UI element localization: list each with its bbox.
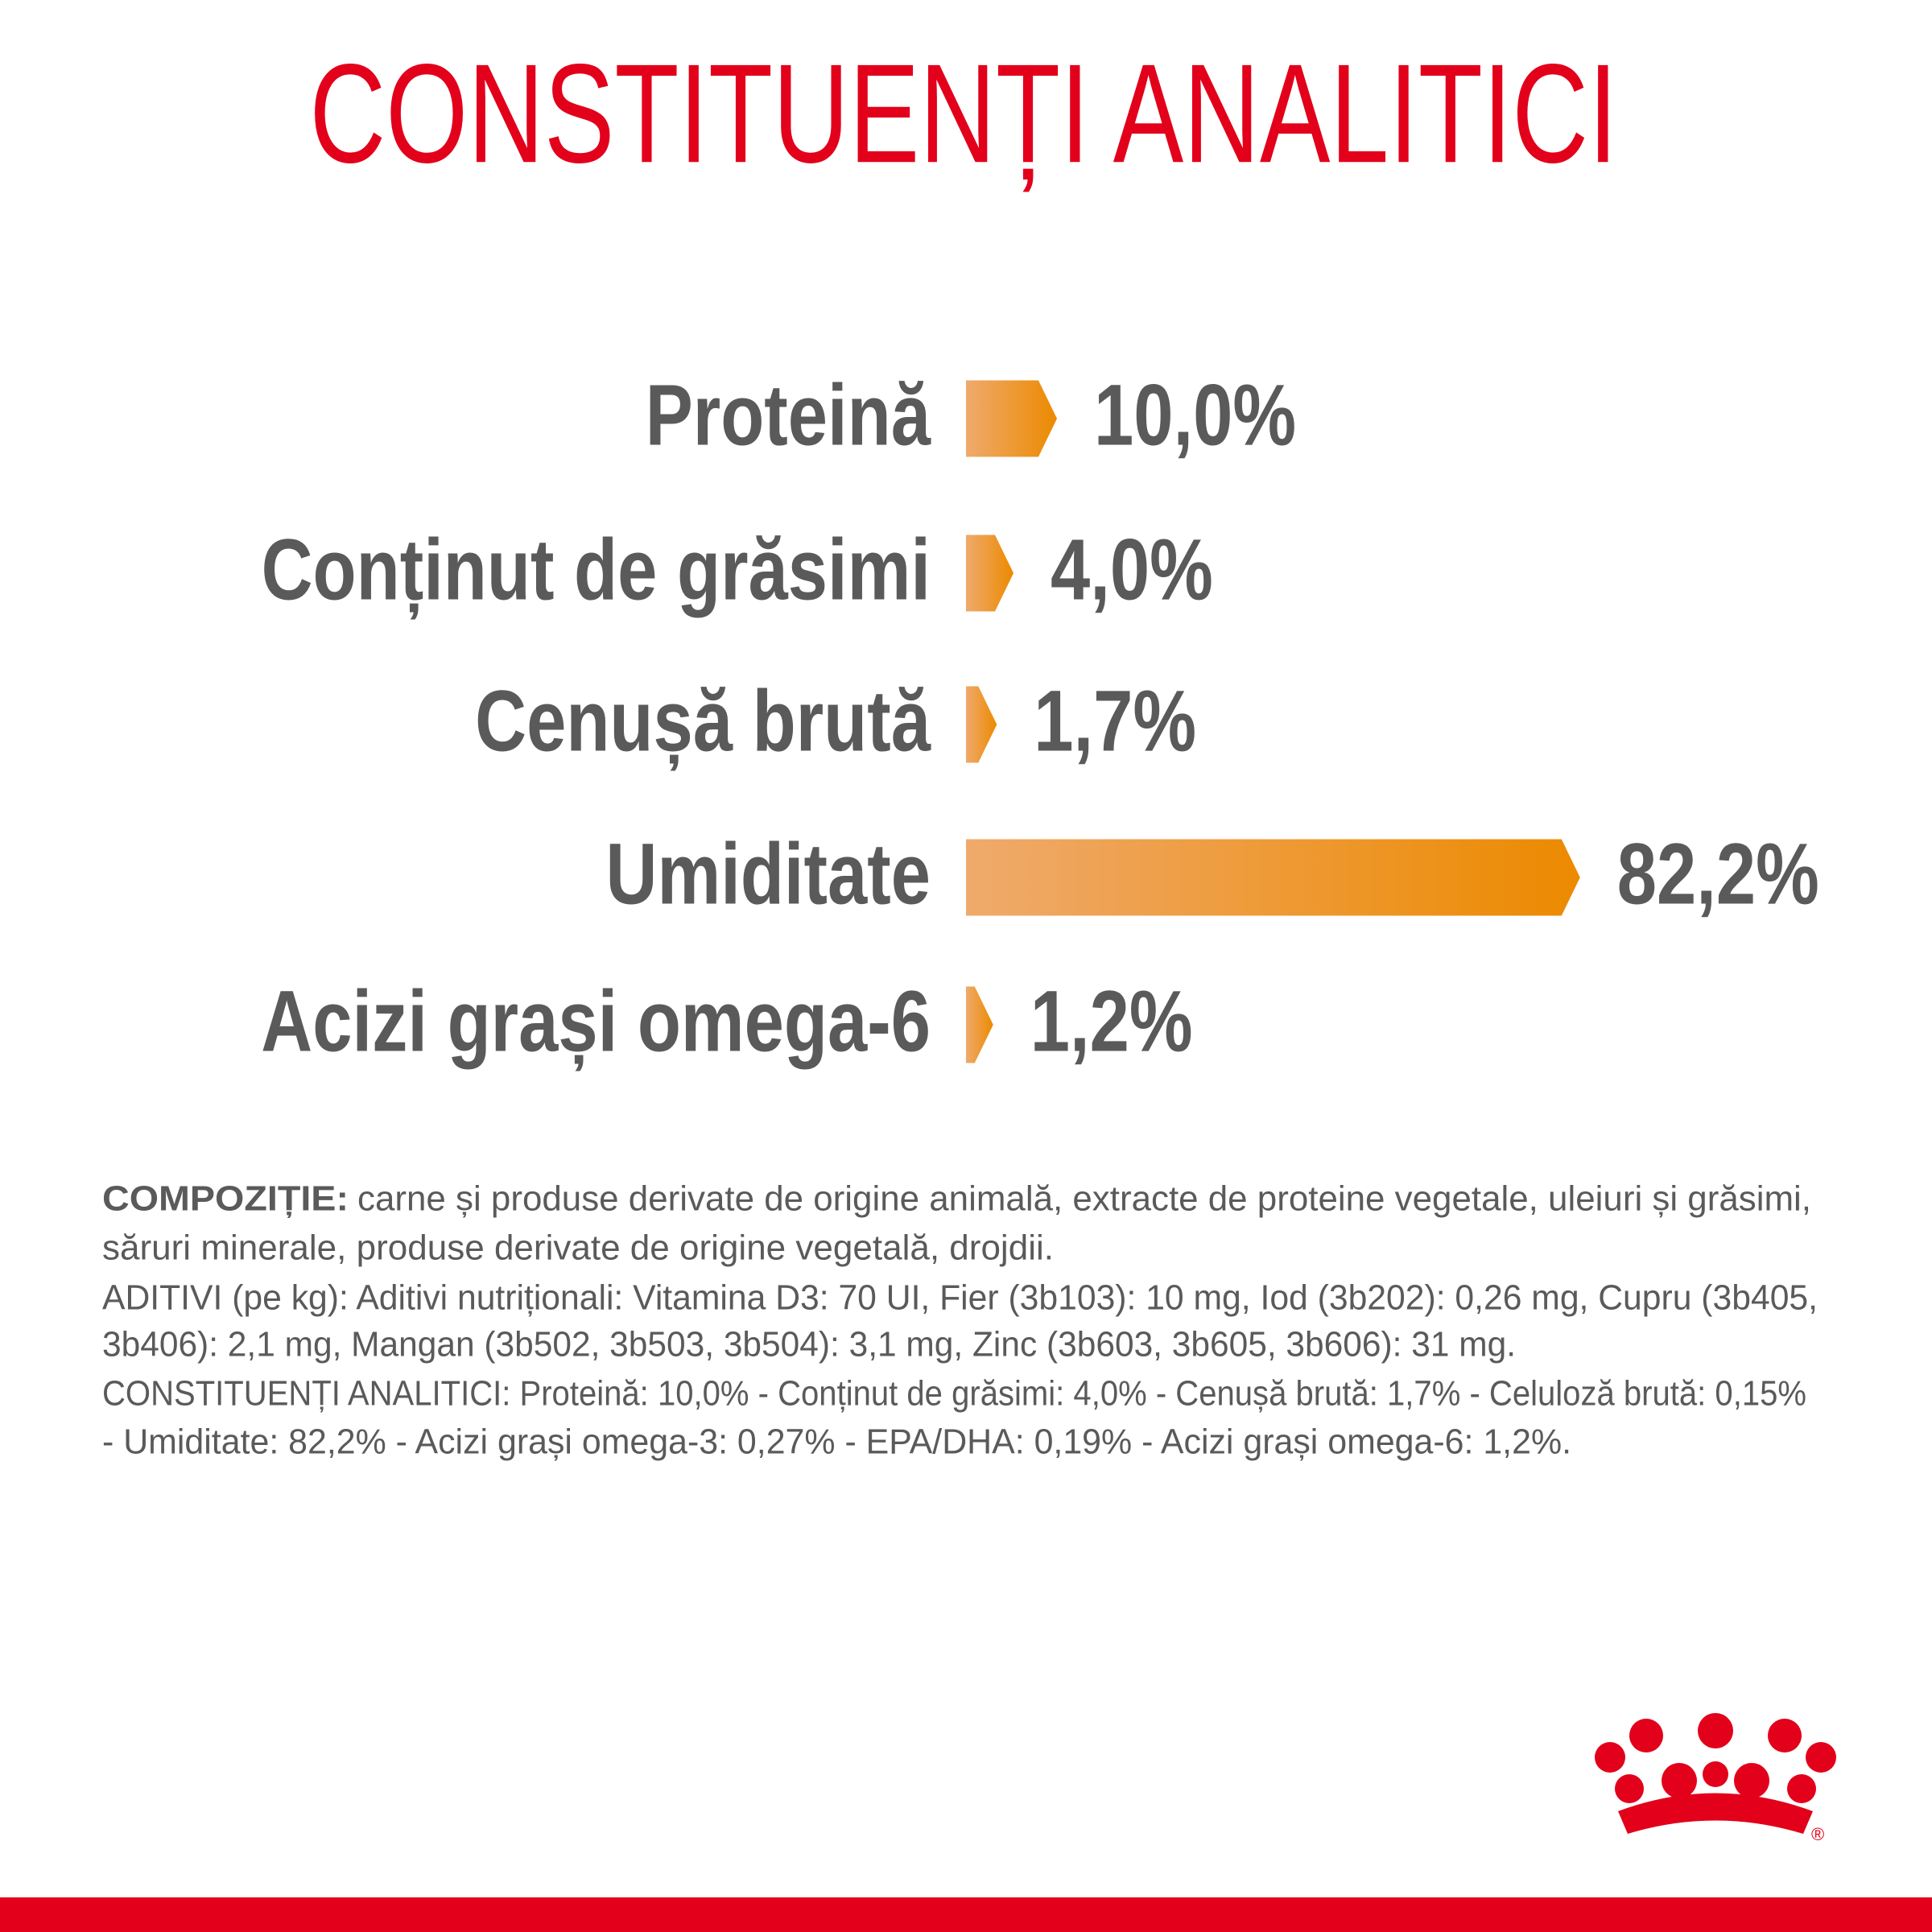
bar [966, 535, 1013, 612]
value-label: 4,0% [1051, 521, 1213, 617]
composition-line: 3b406): 2,1 mg, Mangan (3b502, 3b503, 3b… [102, 1325, 1516, 1364]
bar [966, 839, 1580, 916]
composition-line: săruri minerale, produse derivate de ori… [102, 1228, 1054, 1268]
logo-mark: ® [1811, 1824, 1824, 1844]
logo: ® [1595, 1713, 1836, 1844]
bars: Proteină 10,0% Conținut de grăsimi 4,0% Cenu… [261, 366, 1819, 1071]
value-label: 1,7% [1034, 672, 1196, 769]
bar [966, 686, 997, 763]
category-label: Proteină [646, 366, 931, 463]
category-label: Acizi grași omega-6 [261, 972, 931, 1071]
chart-title: CONSTITUENȚI ANALITICI [310, 35, 1618, 192]
composition-line: - Umiditate: 82,2% - Acizi grași omega-3… [102, 1422, 1571, 1462]
composition-line: ADITIVI (pe kg): Aditivi nutriționali: V… [102, 1278, 1818, 1318]
category-label: Cenușă brută [475, 672, 931, 770]
category-label: Conținut de grăsimi [262, 521, 931, 619]
bottom-bar [0, 1897, 1932, 1932]
bar [966, 986, 993, 1063]
bar [966, 380, 1057, 457]
composition-line: carne și produse derivate de origine ani… [357, 1179, 1811, 1219]
composition-label: COMPOZIȚIE: [102, 1179, 349, 1219]
composition: COMPOZIȚIE: carne și produse derivate de … [102, 1179, 1818, 1462]
value-label: 82,2% [1617, 825, 1819, 922]
value-label: 10,0% [1094, 366, 1296, 463]
category-label: Umiditate [606, 825, 931, 922]
composition-line: CONSTITUENȚI ANALITICI: Proteină: 10,0% … [102, 1374, 1806, 1414]
value-label: 1,2% [1030, 972, 1193, 1069]
